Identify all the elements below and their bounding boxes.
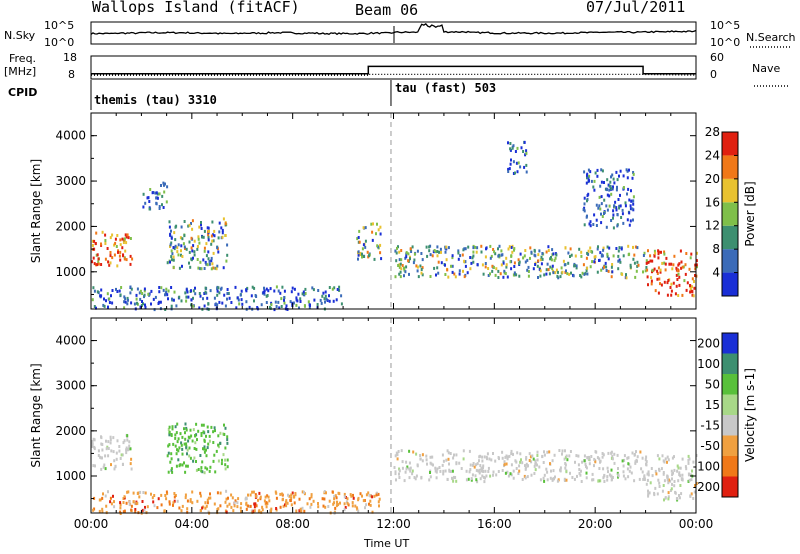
cpid-block-2: tau (fast) 503 xyxy=(395,81,497,95)
cbar-label-1-2: 12 xyxy=(705,219,720,233)
colorbar-seg-2-4 xyxy=(722,394,738,415)
cbar-label-1-4: 20 xyxy=(705,172,720,186)
nsearch-label: N.Search xyxy=(746,31,796,44)
xtick-label-3: 12:00 xyxy=(376,517,411,531)
cbar-label-2-2: 50 xyxy=(705,377,720,391)
nsky-label: N.Sky xyxy=(4,29,36,42)
colorbar-seg-2-1 xyxy=(722,456,738,477)
noise-left-tick-bottom: 10^0 xyxy=(44,36,75,49)
ytick-label-1-2: 3000 xyxy=(55,174,86,188)
colorbar-seg-1-3 xyxy=(722,202,738,226)
cbar-label-1-1: 8 xyxy=(712,242,720,256)
colorbar-seg-1-2 xyxy=(722,225,738,250)
colorbar-seg-1-0 xyxy=(722,272,738,296)
colorbar-title-1: Power [dB] xyxy=(743,181,757,246)
colorbar-seg-2-0 xyxy=(722,476,738,497)
noise-sky-line xyxy=(90,22,697,36)
colorbar-seg-1-4 xyxy=(722,178,738,203)
colorbar-seg-1-5 xyxy=(722,155,738,179)
xtick-label-1: 04:00 xyxy=(175,517,210,531)
colorbar-seg-1-6 xyxy=(722,132,738,156)
ytick-label-1-1: 2000 xyxy=(55,219,86,233)
cbar-label-1-3: 16 xyxy=(705,195,720,209)
freq-label: Freq. xyxy=(9,52,37,65)
colorbar-title-2: Velocity [m s-1] xyxy=(743,368,757,462)
cbar-label-1-6: 28 xyxy=(705,125,720,139)
xtick-label-6: 00:00 xyxy=(679,517,714,531)
panel-frame-2 xyxy=(90,317,697,514)
noise-right-tick-bottom: 10^0 xyxy=(710,36,741,49)
colorbar-frame-1 xyxy=(721,131,739,297)
freq-tick-top: 18 xyxy=(63,51,77,64)
ytick-label-2-0: 1000 xyxy=(55,469,86,483)
y-axis-label-2: Slant Range [km] xyxy=(29,363,43,467)
cpid-label: CPID xyxy=(8,86,38,99)
noise-panel-frame xyxy=(90,21,697,45)
colorbar-seg-2-2 xyxy=(722,435,738,456)
cpid-block-1: themis (tau) 3310 xyxy=(94,93,217,107)
cbar-label-2-1: 100 xyxy=(697,357,720,371)
date-label: 07/Jul/2011 xyxy=(586,0,686,16)
xtick-label-0: 00:00 xyxy=(74,517,109,531)
nave-label: Nave xyxy=(752,62,781,75)
freq-line xyxy=(91,65,696,75)
ytick-label-2-3: 4000 xyxy=(55,334,86,348)
cbar-label-2-3: 15 xyxy=(705,398,720,412)
cbar-label-2-5: -50 xyxy=(700,439,720,453)
xtick-label-5: 20:00 xyxy=(578,517,613,531)
plot-title: Wallops Island (fitACF) xyxy=(92,0,300,16)
noise-left-tick-top: 10^5 xyxy=(44,19,75,32)
ytick-label-2-1: 2000 xyxy=(55,424,86,438)
cbar-label-2-4: -15 xyxy=(700,418,720,432)
y-axis-label-1: Slant Range [km] xyxy=(29,159,43,263)
freq-tick-bottom: 8 xyxy=(68,68,75,81)
colorbar-seg-2-5 xyxy=(722,374,738,395)
nave-line xyxy=(91,73,697,76)
beam-label: Beam 06 xyxy=(355,1,419,19)
cbar-label-2-6: -100 xyxy=(693,459,720,473)
nave-tick-bottom: 0 xyxy=(710,68,717,81)
xtick-label-2: 08:00 xyxy=(275,517,310,531)
cbar-label-2-7: -200 xyxy=(693,480,720,494)
ytick-label-1-0: 1000 xyxy=(55,265,86,279)
colorbar-seg-2-3 xyxy=(722,415,738,436)
power-heatmap xyxy=(91,140,698,312)
cbar-label-2-0: 200 xyxy=(697,336,720,350)
ytick-label-2-2: 3000 xyxy=(55,379,86,393)
noise-right-tick-top: 10^5 xyxy=(710,19,741,32)
cbar-label-1-5: 24 xyxy=(705,148,720,162)
colorbar-seg-2-7 xyxy=(722,333,738,354)
nave-tick-top: 60 xyxy=(710,51,724,64)
freq-panel-frame xyxy=(90,55,697,80)
ytick-label-1-3: 4000 xyxy=(55,129,86,143)
colorbar-frame-2 xyxy=(721,332,739,498)
cbar-label-1-0: 4 xyxy=(712,266,720,280)
velocity-heatmap xyxy=(91,422,698,515)
colorbar-seg-2-6 xyxy=(722,353,738,374)
x-axis-label: Time UT xyxy=(364,537,410,550)
xtick-label-4: 16:00 xyxy=(477,517,512,531)
colorbar-seg-1-1 xyxy=(722,249,738,273)
freq-unit-label: [MHz] xyxy=(4,65,37,78)
